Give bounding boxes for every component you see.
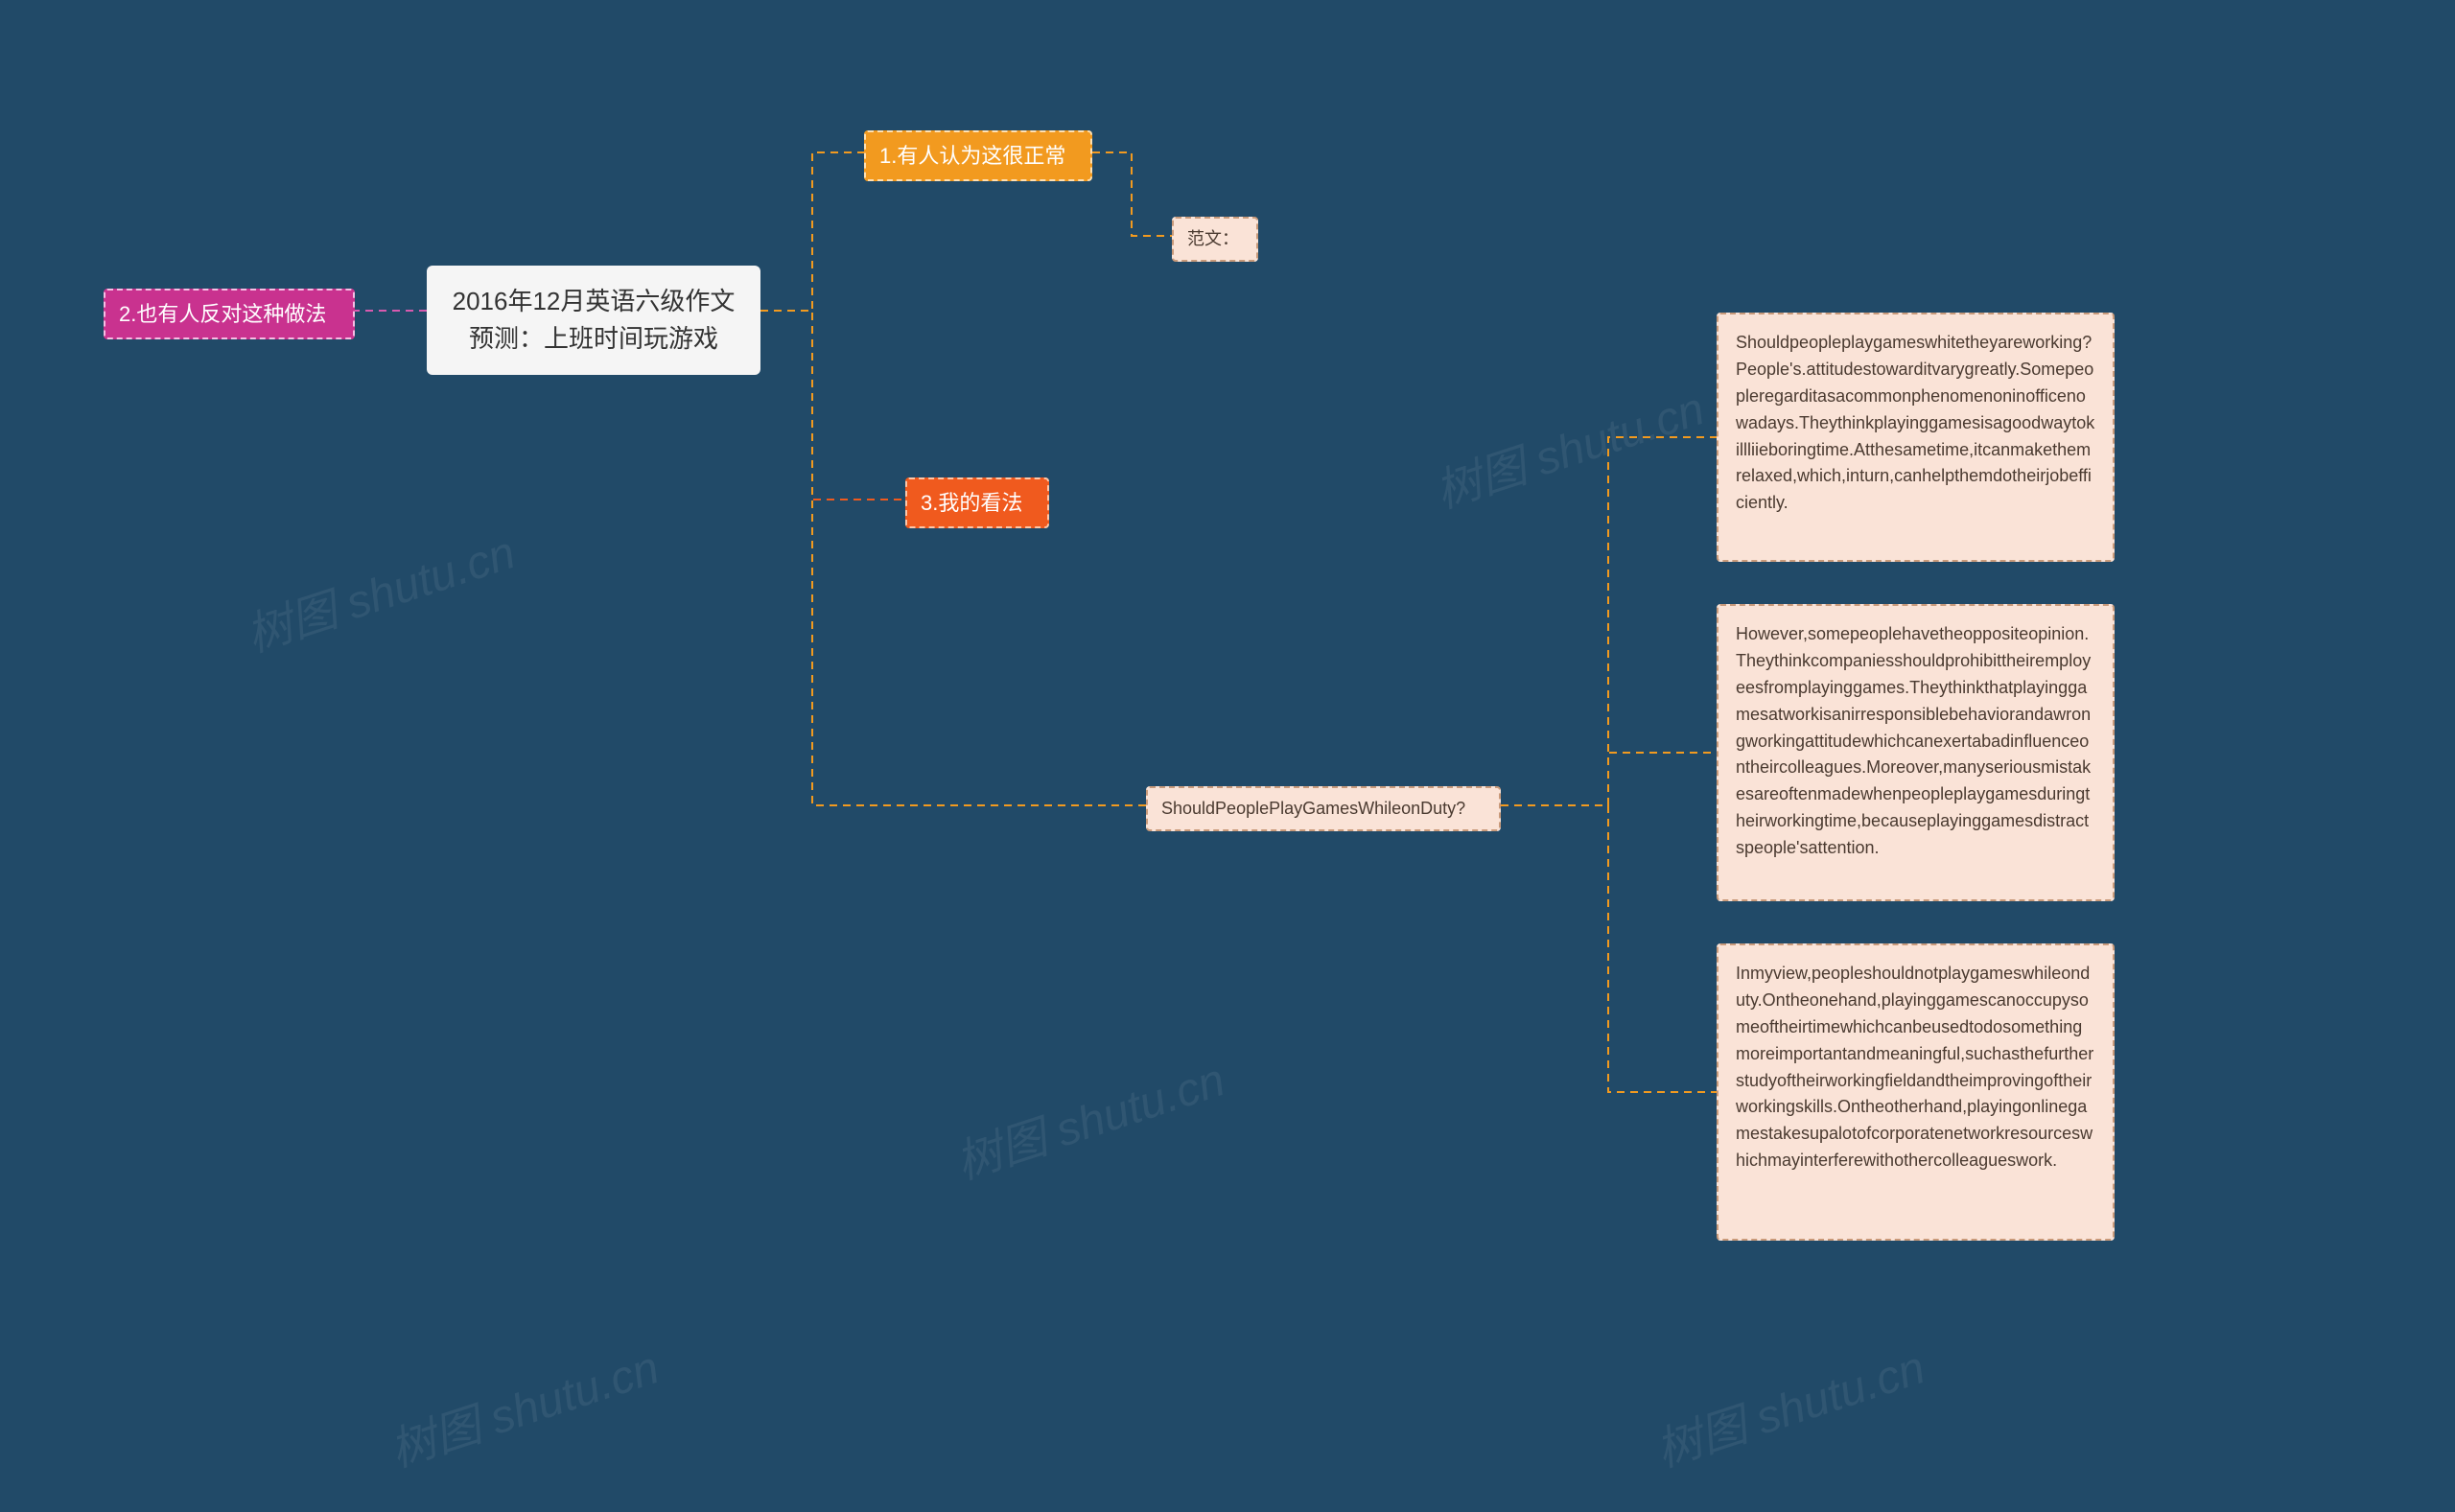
paragraph-3-text: Inmyview,peopleshouldnotplaygameswhileon… [1736, 964, 2093, 1170]
branch-right4-label: ShouldPeoplePlayGamesWhileonDuty? [1161, 799, 1465, 818]
branch-left-oppose[interactable]: 2.也有人反对这种做法 [104, 289, 355, 339]
root-node[interactable]: 2016年12月英语六级作文 预测：上班时间玩游戏 [427, 266, 760, 375]
paragraph-1[interactable]: Shouldpeopleplaygameswhitetheyareworking… [1717, 313, 2115, 562]
root-line-2: 预测：上班时间玩游戏 [448, 320, 739, 358]
branch-left-label: 2.也有人反对这种做法 [119, 302, 326, 326]
branch-right1-label: 1.有人认为这很正常 [879, 144, 1065, 168]
paragraph-1-text: Shouldpeopleplaygameswhitetheyareworking… [1736, 333, 2094, 512]
branch-my-view[interactable]: 3.我的看法 [905, 477, 1049, 528]
branch-right-normal[interactable]: 1.有人认为这很正常 [864, 130, 1092, 181]
root-line-1: 2016年12月英语六级作文 [448, 283, 739, 320]
branch-sample-label[interactable]: 范文： [1172, 217, 1258, 262]
paragraph-2-text: However,somepeoplehavetheoppositeopinion… [1736, 624, 2091, 857]
paragraph-2[interactable]: However,somepeoplehavetheoppositeopinion… [1717, 604, 2115, 901]
branch-right2-label: 范文： [1187, 229, 1239, 248]
paragraph-3[interactable]: Inmyview,peopleshouldnotplaygameswhileon… [1717, 943, 2115, 1241]
branch-question[interactable]: ShouldPeoplePlayGamesWhileonDuty? [1146, 786, 1501, 831]
branch-right3-label: 3.我的看法 [921, 491, 1022, 515]
